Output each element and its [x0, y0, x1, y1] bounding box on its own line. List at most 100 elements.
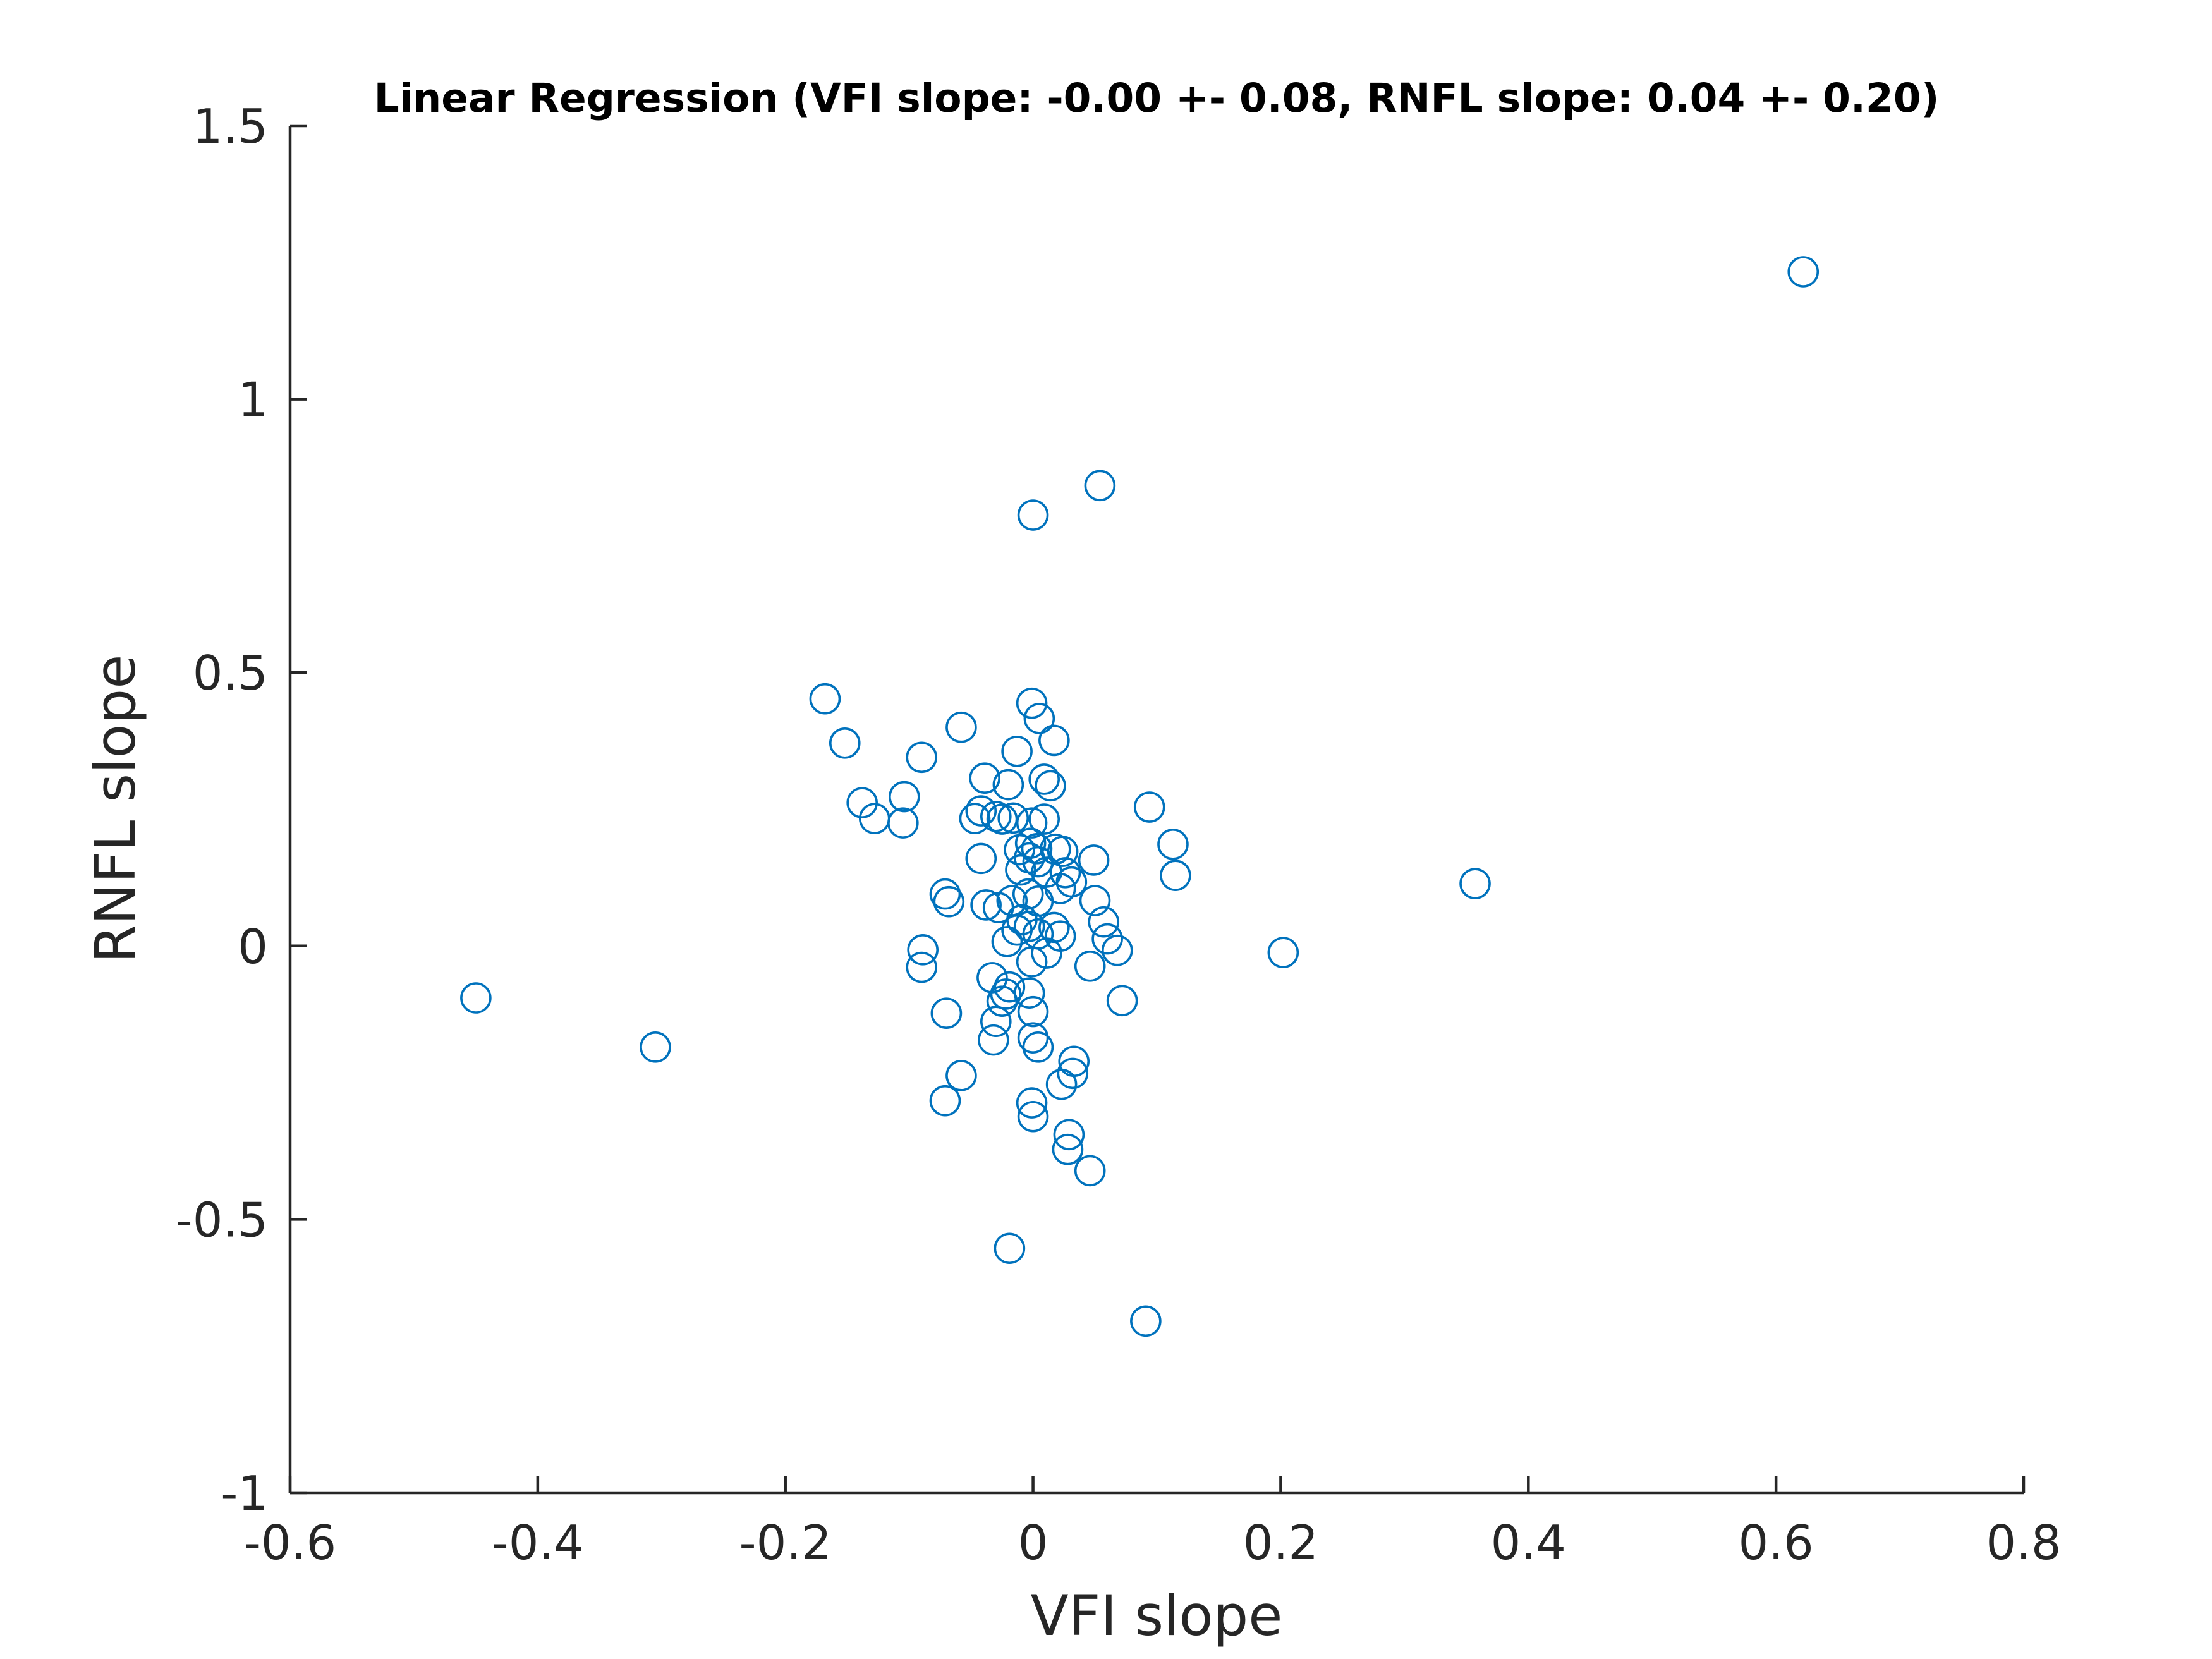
scatter-point: [1053, 1119, 1085, 1151]
scatter-point: [1078, 844, 1110, 876]
scatter-point: [980, 1006, 1012, 1037]
scatter-point: [1004, 834, 1035, 866]
scatter-point: [997, 802, 1030, 834]
x-tick-label: 0: [1018, 1515, 1048, 1571]
scatter-point: [1021, 832, 1053, 865]
scatter-point: [959, 803, 991, 835]
x-tick-label: -0.4: [492, 1515, 584, 1571]
scatter-point: [1023, 703, 1055, 734]
scatter-point: [1038, 724, 1070, 757]
scatter-point: [1084, 470, 1116, 502]
scatter-point: [970, 889, 1002, 921]
scatter-point: [1017, 1100, 1049, 1133]
scatter-point: [1022, 846, 1054, 878]
scatter-point: [1028, 763, 1060, 795]
scatter-point: [1106, 985, 1138, 1017]
scatter-point: [1017, 995, 1049, 1028]
scatter-point: [809, 683, 841, 715]
scatter-point: [1013, 977, 1045, 1009]
scatter-point: [907, 934, 939, 966]
scatter-point: [1013, 910, 1045, 942]
y-tick-label: 0: [238, 919, 268, 975]
scatter-point: [1016, 687, 1048, 719]
scatter-point: [1052, 1133, 1084, 1165]
scatter-point: [1049, 857, 1081, 889]
scatter-point: [1267, 937, 1299, 968]
scatter-point: [1057, 1057, 1089, 1090]
scatter-point: [906, 951, 938, 983]
scatter-point: [846, 787, 878, 818]
scatter-point: [978, 1024, 1009, 1056]
x-tick-label: 0.8: [1986, 1515, 2061, 1571]
scatter-point: [929, 878, 961, 910]
scatter-point: [829, 727, 861, 759]
scatter-point: [994, 971, 1026, 1003]
x-axis-label: VFI slope: [1031, 1583, 1283, 1648]
scatter-point: [1001, 735, 1033, 767]
scatter-point: [1045, 1068, 1078, 1100]
y-tick-label: 1.5: [193, 99, 268, 154]
scatter-point: [980, 800, 1012, 832]
x-tick-label: 0.6: [1739, 1515, 1814, 1571]
scatter-point: [945, 1060, 977, 1091]
scatter-point: [965, 842, 997, 875]
scatter-point: [1017, 1022, 1049, 1054]
y-tick-label: 0.5: [193, 645, 268, 701]
x-axis-ticks: -0.6 -0.4 -0.2 0 0.2 0.4 0.6 0.8: [244, 1476, 2062, 1571]
scatter-point: [1074, 1155, 1106, 1187]
scatter-point: [1038, 911, 1070, 944]
x-tick-label: 0.4: [1491, 1515, 1566, 1571]
x-tick-label: -0.6: [244, 1515, 336, 1571]
scatter-point: [930, 997, 963, 1030]
scatter-point: [1088, 906, 1120, 938]
scatter-point: [1017, 499, 1049, 531]
scatter-point: [1160, 860, 1191, 891]
scatter-point: [929, 1085, 961, 1117]
scatter-point: [460, 982, 492, 1014]
y-tick-label: -1: [221, 1466, 268, 1521]
scatter-point: [1130, 1305, 1162, 1337]
scatter-point: [1102, 934, 1133, 966]
scatter-point: [1459, 868, 1491, 899]
scatter-point: [1028, 803, 1060, 835]
chart-title: Linear Regression (VFI slope: -0.00 +- 0…: [374, 75, 1940, 121]
scatter-point: [1016, 807, 1048, 839]
scatter-point: [906, 741, 938, 774]
scatter-point: [933, 885, 965, 918]
scatter-point: [991, 926, 1023, 957]
scatter-point: [1031, 937, 1062, 969]
scatter-point: [1005, 854, 1036, 886]
scatter-point: [994, 1232, 1026, 1265]
scatter-point: [996, 885, 1028, 916]
y-tick-label: 1: [238, 372, 268, 428]
y-axis-label: RNFL slope: [83, 655, 148, 964]
x-tick-label: -0.2: [739, 1515, 832, 1571]
scatter-point: [1079, 885, 1111, 916]
scatter-point: [1016, 1087, 1048, 1119]
scatter-point: [1157, 829, 1189, 860]
scatter-point: [969, 762, 1000, 794]
scatter-point: [965, 795, 997, 827]
plot-area: -0.6 -0.4 -0.2 0 0.2 0.4 0.6 0.8 -1 -0.5 0 0.5 1 1.5: [176, 99, 2062, 1571]
scatter-point: [1035, 770, 1066, 802]
scatter-point: [1074, 951, 1106, 982]
scatter-point: [1012, 878, 1044, 910]
scatter-points: [460, 256, 1820, 1337]
y-tick-label: -0.5: [176, 1192, 268, 1248]
scatter-point: [1022, 1031, 1054, 1063]
x-tick-label: 0.2: [1243, 1515, 1318, 1571]
scatter-point: [1091, 923, 1123, 955]
scatter-point: [990, 978, 1022, 1010]
scatter-point: [992, 769, 1024, 801]
scatter-point: [640, 1031, 671, 1063]
y-axis-ticks: -1 -0.5 0 0.5 1 1.5: [176, 99, 307, 1521]
scatter-point: [1016, 946, 1048, 978]
scatter-point: [887, 807, 919, 839]
scatter-point: [945, 711, 977, 743]
scatter-point: [1787, 256, 1820, 288]
scatter-point: [889, 781, 920, 813]
scatter-point: [1001, 914, 1033, 946]
scatter-point: [1133, 791, 1165, 823]
